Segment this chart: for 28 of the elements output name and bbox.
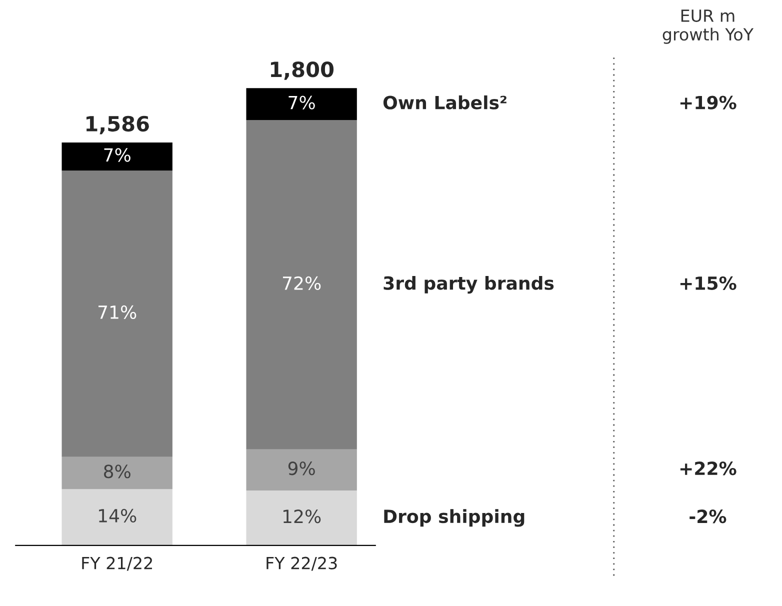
annotation: 7% (104, 148, 130, 162)
bar (62, 489, 172, 546)
text: -2% (690, 510, 726, 524)
bar (246, 88, 357, 120)
annotation: 9% (288, 462, 315, 476)
annotation: 8% (104, 464, 130, 478)
text: +15% (680, 276, 736, 290)
bar (246, 120, 357, 450)
annotation: 71% (98, 305, 136, 320)
series-label: Own Labels² (383, 95, 506, 110)
text: 1,800 (270, 61, 334, 80)
annotation: 72% (282, 276, 321, 290)
x-tick-label: FY 22/23 (266, 556, 337, 571)
text: +22% (680, 462, 736, 476)
bar (62, 456, 172, 490)
bar (246, 449, 357, 491)
annotation: 14% (99, 508, 136, 523)
annotation: 7% (288, 96, 315, 110)
bar (62, 142, 172, 171)
text: +19% (680, 96, 736, 110)
text: EUR m growth YoY (662, 10, 754, 44)
bar (246, 490, 357, 546)
x-tick-label: FY 21/22 (82, 556, 152, 571)
series-label: Drop shipping (384, 509, 524, 527)
bar (62, 170, 172, 457)
annotation: 12% (283, 510, 321, 524)
annotation: 1,586 (86, 116, 149, 134)
series-label: 3rd party brands (384, 276, 554, 294)
